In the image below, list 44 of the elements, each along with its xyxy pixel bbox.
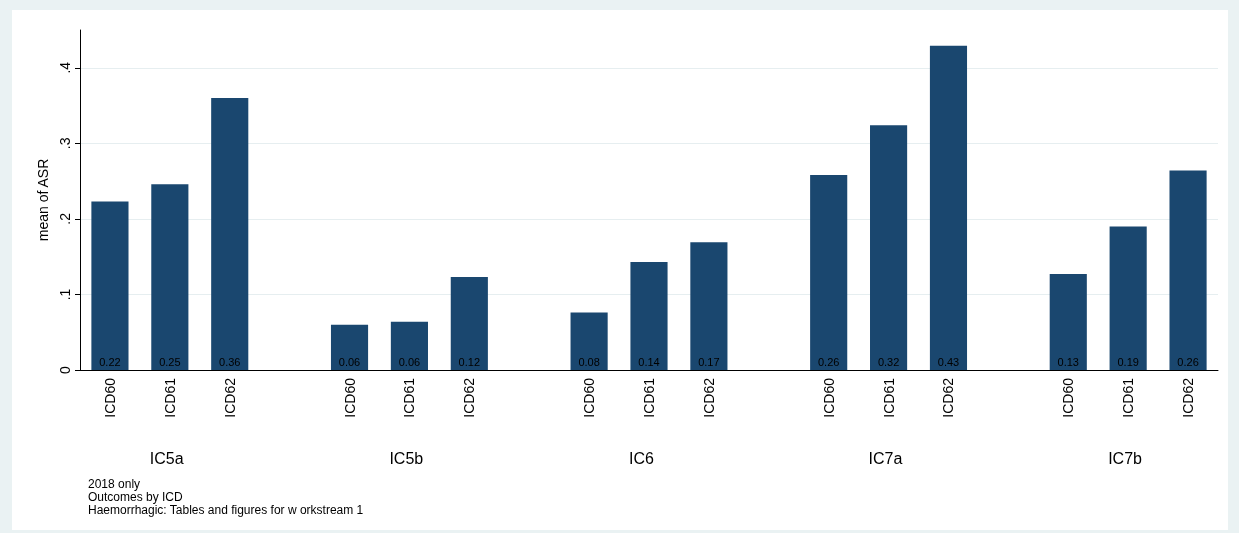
text: 2018 only: [88, 477, 141, 491]
x-tick-label: ICD62: [940, 377, 957, 418]
data-label: 0.06: [398, 355, 421, 368]
text: IC5a: [149, 449, 184, 467]
x-tick-label: ICD62: [700, 377, 717, 418]
x-tick-label: ICD61: [1120, 377, 1137, 418]
data-label: 0.08: [578, 355, 600, 368]
x-tick-label: ICD61: [161, 377, 178, 418]
text: Outcomes by ICD: [88, 490, 184, 504]
y-tick-label: .4: [57, 61, 73, 74]
data-label: 0.06: [338, 355, 361, 368]
y-tick-label: .1: [57, 288, 73, 301]
x-tick-label: ICD60: [101, 377, 118, 418]
x-tick-label: ICD61: [880, 377, 897, 418]
data-label: 0.32: [877, 355, 900, 368]
data-label: 0.22: [99, 355, 121, 368]
data-label: 0.13: [1057, 355, 1079, 368]
data-label: 0.26: [1177, 355, 1199, 368]
y-tick-label: .2: [57, 212, 73, 225]
text: IC6: [629, 449, 654, 467]
text: Haemorrhagic: Tables and figures for w orkstream 1: [88, 503, 364, 517]
text: IC5b: [389, 449, 424, 467]
y-tick-label: 0: [57, 365, 73, 374]
x-tick-label: ICD61: [641, 377, 657, 418]
y-axis-title: mean of ASR: [35, 158, 51, 242]
data-label: 0.25: [159, 355, 181, 368]
data-label: 0.26: [817, 355, 840, 368]
data-label: 0.12: [458, 355, 481, 368]
x-tick-label: ICD60: [341, 377, 358, 418]
x-tick-label: ICD60: [581, 377, 598, 418]
data-label: 0.36: [219, 355, 241, 368]
y-tick-label: .3: [57, 137, 73, 150]
x-tick-label: ICD62: [1180, 377, 1197, 418]
x-tick-label: ICD61: [401, 377, 418, 418]
x-tick-label: ICD60: [820, 377, 837, 418]
x-tick-label: ICD62: [221, 377, 238, 418]
x-tick-label: ICD60: [1060, 377, 1077, 418]
text: IC7b: [1108, 449, 1143, 467]
data-label: 0.14: [638, 355, 660, 368]
data-label: 0.43: [937, 355, 960, 368]
text: IC7a: [868, 449, 903, 467]
data-label: 0.19: [1117, 355, 1139, 368]
x-tick-label: ICD62: [461, 377, 478, 418]
data-label: 0.17: [698, 355, 720, 368]
